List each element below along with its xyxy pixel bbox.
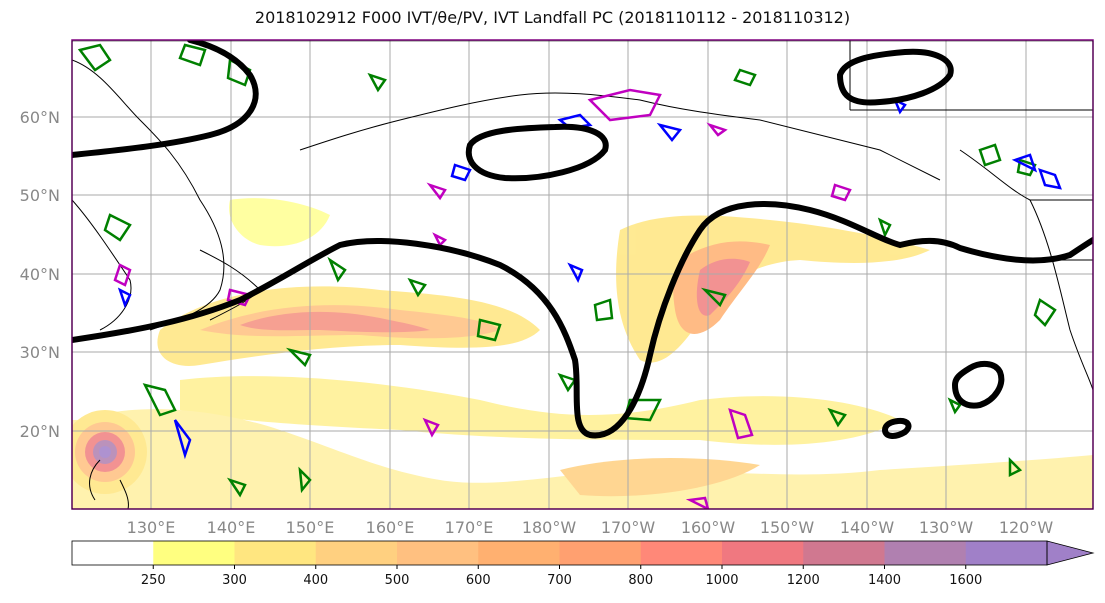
- latitude-labels: 60°N 50°N 40°N 30°N 20°N: [20, 108, 60, 441]
- lon-label: 120°W: [999, 518, 1054, 537]
- map-title: 2018102912 F000 IVT/θe/PV, IVT Landfall …: [254, 8, 851, 27]
- colorbar-tick-label: 1200: [787, 573, 820, 588]
- pv-magenta-contours: [113, 88, 852, 509]
- lon-label: 170°W: [601, 518, 656, 537]
- colorbar-segment: [722, 541, 804, 565]
- colorbar-tick-label: 1000: [705, 573, 738, 588]
- colorbar-tick-label: 800: [628, 573, 653, 588]
- colorbar-segment: [965, 541, 1048, 565]
- lon-label: 130°E: [127, 518, 176, 537]
- colorbar-segment: [478, 541, 560, 565]
- coastlines: [72, 40, 1093, 509]
- colorbar-tick-label: 500: [385, 573, 410, 588]
- colorbar-segment: [72, 541, 154, 565]
- landfall-pc-contours: [72, 40, 1093, 439]
- colorbar-tick-label: 400: [303, 573, 328, 588]
- lat-label: 30°N: [20, 343, 60, 362]
- lat-label: 40°N: [20, 265, 60, 284]
- lon-label: 170°E: [445, 518, 494, 537]
- colorbar-segment: [153, 541, 235, 565]
- colorbar-tick-label: 600: [466, 573, 491, 588]
- ivt-shading: [72, 198, 1093, 509]
- colorbar-segment: [315, 541, 398, 565]
- lon-label: 150°W: [760, 518, 815, 537]
- colorbar-segment: [640, 541, 723, 565]
- longitude-labels: 130°E 140°E 150°E 160°E 170°E 180°W 170°…: [127, 518, 1054, 537]
- colorbar-segment: [234, 541, 317, 565]
- lat-label: 50°N: [20, 186, 60, 205]
- lat-label: 60°N: [20, 108, 60, 127]
- lat-label: 20°N: [20, 422, 60, 441]
- lon-label: 160°E: [366, 518, 415, 537]
- lon-label: 160°W: [681, 518, 736, 537]
- colorbar-segment: [397, 541, 479, 565]
- lon-label: 130°W: [919, 518, 974, 537]
- colorbar-tick-label: 1400: [868, 573, 901, 588]
- ivt-colorbar: 250 300 400 500 600 700 800 1000 1200 1400 1600: [71, 540, 1095, 588]
- colorbar-segment: [559, 541, 642, 565]
- lon-label: 140°E: [207, 518, 256, 537]
- colorbar-tick-label: 700: [547, 573, 572, 588]
- lon-label: 180°W: [522, 518, 577, 537]
- colorbar-extension: [1046, 540, 1095, 566]
- pv-blue-contours: [117, 97, 1062, 460]
- colorbar-segment: [884, 541, 967, 565]
- colorbar-segment: [803, 541, 885, 565]
- theta-e-contours: [77, 43, 1057, 498]
- colorbar-tick-label: 250: [141, 573, 166, 588]
- colorbar-tick-label: 300: [222, 573, 247, 588]
- lon-label: 140°W: [840, 518, 895, 537]
- lon-label: 150°E: [286, 518, 335, 537]
- colorbar-tick-label: 1600: [949, 573, 982, 588]
